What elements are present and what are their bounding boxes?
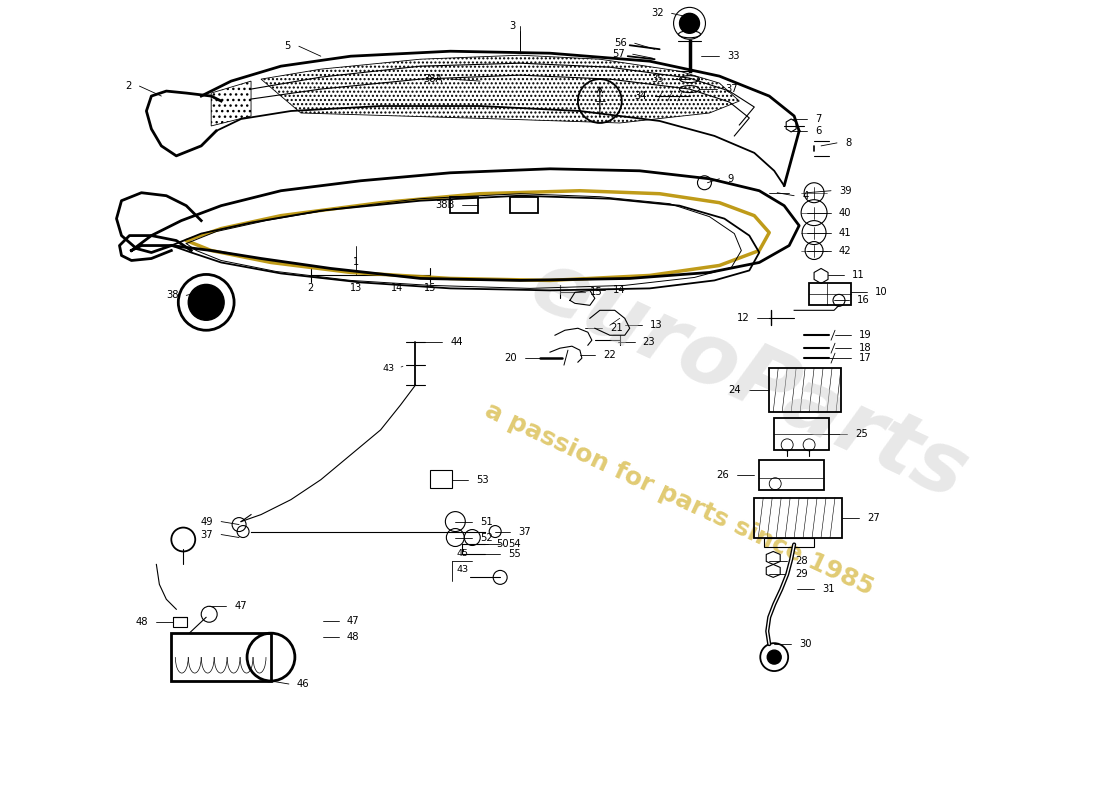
Text: 2: 2 — [308, 283, 314, 294]
Bar — [172, 633, 271, 681]
Circle shape — [767, 650, 781, 664]
Text: 37: 37 — [200, 530, 213, 539]
Text: 43: 43 — [456, 565, 469, 574]
Text: 47: 47 — [346, 616, 360, 626]
Text: 9: 9 — [727, 174, 734, 184]
Text: 34: 34 — [635, 91, 647, 101]
Text: 3: 3 — [509, 22, 515, 31]
Text: 44: 44 — [450, 338, 463, 347]
Text: 22: 22 — [603, 350, 616, 360]
Bar — [450, 197, 478, 213]
Text: 12: 12 — [737, 314, 749, 323]
Bar — [759, 460, 824, 490]
Text: 14: 14 — [613, 286, 626, 295]
Text: 10: 10 — [874, 287, 888, 298]
Bar — [755, 498, 842, 538]
Text: 38A: 38A — [424, 74, 442, 84]
Text: 13: 13 — [650, 320, 662, 330]
Text: 39: 39 — [839, 186, 851, 196]
Text: 43: 43 — [383, 364, 395, 373]
Text: 46: 46 — [297, 679, 309, 689]
Text: 30: 30 — [799, 639, 812, 649]
Text: 35: 35 — [651, 74, 663, 84]
Bar — [430, 470, 452, 488]
Bar — [510, 197, 538, 213]
Text: 15: 15 — [590, 287, 603, 298]
Text: 1: 1 — [353, 258, 359, 267]
Text: 26: 26 — [716, 470, 729, 480]
Text: 41: 41 — [839, 227, 851, 238]
Text: 48: 48 — [136, 618, 149, 627]
Circle shape — [188, 285, 224, 320]
Text: euroParts: euroParts — [518, 242, 981, 518]
Text: 19: 19 — [859, 330, 871, 340]
Text: 32: 32 — [651, 8, 663, 18]
Text: 7: 7 — [815, 114, 822, 124]
Bar — [174, 618, 187, 627]
Text: 38: 38 — [166, 290, 178, 300]
Text: 37: 37 — [725, 84, 738, 94]
Text: 16: 16 — [857, 295, 870, 306]
Text: 24: 24 — [728, 385, 741, 395]
Text: 28: 28 — [795, 557, 807, 566]
Text: 48: 48 — [346, 632, 360, 642]
Text: 21: 21 — [609, 323, 623, 334]
Text: 37: 37 — [518, 526, 530, 537]
Text: 17: 17 — [859, 353, 871, 363]
Text: 53: 53 — [476, 474, 488, 485]
Circle shape — [680, 14, 700, 34]
Text: 2: 2 — [125, 81, 132, 91]
Text: 4: 4 — [802, 190, 808, 201]
Text: 56: 56 — [614, 38, 627, 48]
Bar — [774, 418, 829, 450]
Text: 13: 13 — [350, 283, 362, 294]
Text: 5: 5 — [285, 42, 290, 51]
Text: 38B: 38B — [434, 200, 454, 210]
Text: 25: 25 — [855, 429, 868, 439]
Text: 20: 20 — [505, 353, 517, 363]
Text: 55: 55 — [508, 550, 521, 559]
Text: 45: 45 — [456, 549, 469, 558]
Text: 8: 8 — [845, 138, 851, 148]
Bar — [764, 538, 814, 547]
Text: 49: 49 — [200, 517, 213, 526]
Text: 40: 40 — [839, 208, 851, 218]
Text: 18: 18 — [859, 343, 871, 353]
Text: 14: 14 — [392, 283, 404, 294]
Bar — [810, 283, 851, 306]
Text: a passion for parts since 1985: a passion for parts since 1985 — [482, 398, 878, 601]
Text: 15: 15 — [425, 283, 437, 294]
Text: 51: 51 — [481, 517, 493, 526]
Text: 23: 23 — [642, 338, 656, 347]
Text: 57: 57 — [612, 50, 625, 59]
Text: 52: 52 — [481, 533, 493, 542]
Text: 50: 50 — [496, 539, 509, 550]
Text: 54: 54 — [508, 539, 520, 550]
Text: 27: 27 — [867, 513, 880, 522]
Text: 33: 33 — [727, 51, 740, 61]
Bar — [769, 368, 842, 412]
Text: 42: 42 — [839, 246, 851, 255]
Text: 47: 47 — [234, 602, 246, 611]
Text: 29: 29 — [795, 570, 807, 579]
Text: 31: 31 — [822, 584, 835, 594]
Text: 6: 6 — [815, 126, 822, 136]
Text: 11: 11 — [851, 270, 865, 281]
